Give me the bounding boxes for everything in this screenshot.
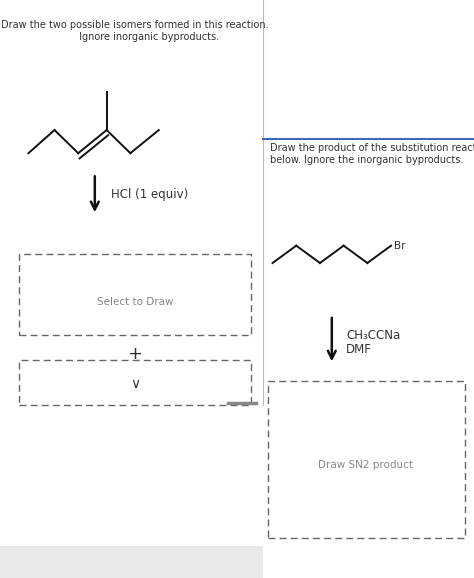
Text: Draw SN2 product: Draw SN2 product bbox=[319, 460, 413, 470]
FancyBboxPatch shape bbox=[19, 360, 251, 405]
Text: Br: Br bbox=[394, 241, 405, 251]
FancyBboxPatch shape bbox=[0, 546, 263, 578]
Text: Draw the two possible isomers formed in this reaction.
         Ignore inorganic: Draw the two possible isomers formed in … bbox=[1, 20, 269, 42]
Text: Select to Draw: Select to Draw bbox=[97, 297, 173, 307]
Text: CH₃CCNa: CH₃CCNa bbox=[346, 329, 400, 342]
Text: HCl (1 equiv): HCl (1 equiv) bbox=[111, 188, 189, 201]
FancyBboxPatch shape bbox=[19, 254, 251, 335]
Text: DMF: DMF bbox=[346, 343, 372, 356]
Text: +: + bbox=[128, 344, 143, 363]
Text: ∨: ∨ bbox=[130, 377, 140, 391]
Text: Draw the product of the substitution reaction shown
below. Ignore the inorganic : Draw the product of the substitution rea… bbox=[270, 143, 474, 165]
FancyBboxPatch shape bbox=[268, 381, 465, 538]
